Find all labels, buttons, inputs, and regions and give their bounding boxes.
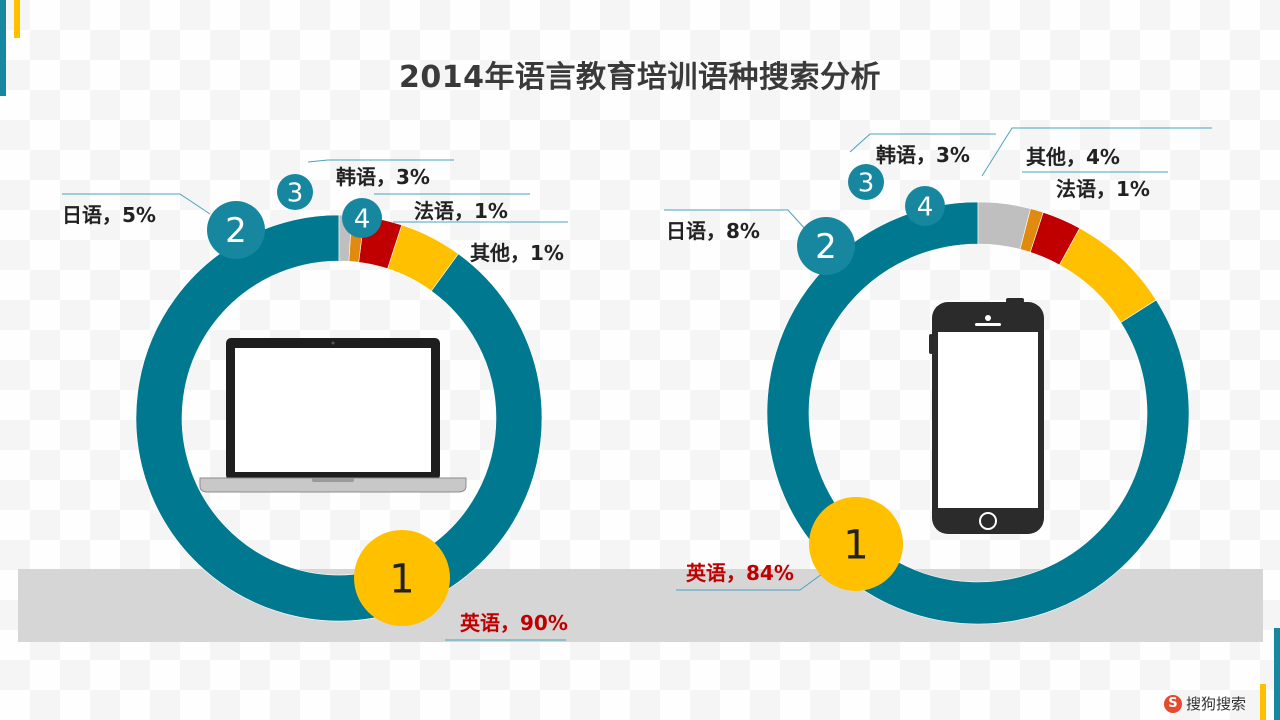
rank-badge-4 — [905, 186, 945, 226]
donut-slice-french — [1019, 208, 1044, 253]
rank-number-4: 4 — [354, 204, 371, 234]
rank-number-3: 3 — [287, 178, 304, 208]
sogou-logo-icon: S — [1163, 694, 1182, 713]
slice-label-other: 其他，1% — [470, 241, 564, 265]
page-title: 2014年语言教育培训语种搜索分析 — [399, 60, 881, 95]
leader-line-other — [981, 127, 1212, 177]
rank-number-3: 3 — [858, 168, 875, 198]
slice-label-english: 英语，90% — [460, 611, 568, 635]
rank-number-2: 2 — [815, 227, 837, 267]
slice-label-japanese: 日语，8% — [666, 219, 760, 243]
leader-line-japanese — [62, 193, 211, 215]
donut-slice-english — [766, 201, 1190, 625]
slice-label-french: 法语，1% — [414, 199, 508, 223]
rank-badge-1 — [354, 530, 450, 626]
rank-number-1: 1 — [843, 522, 868, 568]
rank-badge-2 — [207, 201, 265, 259]
slice-label-japanese: 日语，5% — [62, 203, 156, 227]
laptop-icon — [199, 338, 467, 493]
sogou-logo: S 搜狗搜索 — [1163, 693, 1246, 714]
accent-bar-bottom-right-yellow — [1260, 684, 1266, 720]
slice-label-english: 英语，84% — [686, 561, 794, 585]
slice-label-other: 其他，4% — [1026, 145, 1120, 169]
accent-bar-bottom-right-teal — [1274, 628, 1280, 720]
accent-bar-top-left-yellow — [14, 0, 20, 38]
rank-badge-2 — [797, 217, 855, 275]
rank-badge-4 — [342, 198, 382, 238]
leader-line-korean — [849, 133, 996, 153]
donut-chart-mobile — [766, 201, 1190, 625]
leader-line-korean — [307, 159, 454, 163]
rank-badge-3 — [848, 164, 884, 200]
rank-number-1: 1 — [389, 556, 414, 602]
slice-label-korean: 韩语，3% — [876, 143, 970, 167]
donut-slice-japanese — [1059, 227, 1157, 323]
rank-number-4: 4 — [917, 192, 934, 222]
slice-label-french: 法语，1% — [1056, 177, 1150, 201]
rank-badge-3 — [277, 174, 313, 210]
leader-line-japanese — [664, 209, 807, 231]
phone-icon — [929, 298, 1044, 534]
donut-slice-other — [977, 201, 1031, 250]
donut-slice-japanese — [387, 224, 459, 292]
donut-slice-korean — [1029, 211, 1081, 266]
rank-badge-1 — [809, 497, 903, 591]
accent-bar-top-left-teal — [0, 0, 6, 96]
leader-line-english — [676, 573, 823, 591]
slice-label-korean: 韩语，3% — [336, 165, 430, 189]
sogou-logo-text: 搜狗搜索 — [1185, 695, 1246, 713]
rank-number-2: 2 — [225, 211, 247, 251]
